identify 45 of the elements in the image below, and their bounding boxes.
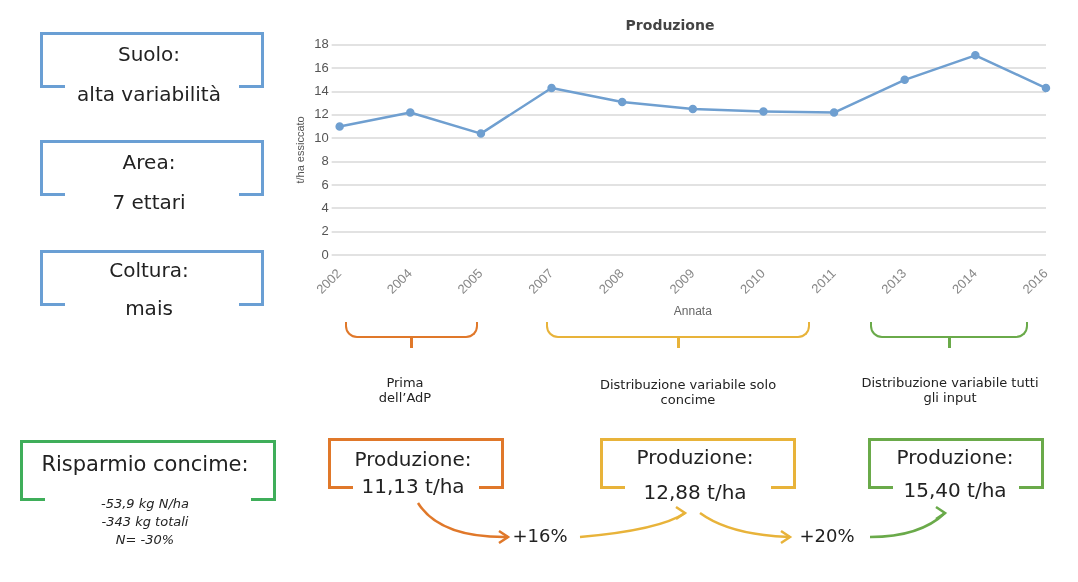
- point: [1041, 83, 1051, 93]
- text: Distribuzione variabile tutti gli input: [860, 375, 1040, 405]
- point: [829, 108, 839, 117]
- y-tick-label: 2: [321, 223, 329, 239]
- text: Produzione:: [354, 447, 472, 471]
- text: 12,88 t/ha: [643, 480, 747, 504]
- point: [900, 75, 909, 85]
- y-tick-label: 14: [314, 83, 329, 99]
- y-tick-label: 6: [321, 176, 329, 192]
- text: N= -30%: [115, 532, 175, 547]
- point: [476, 129, 486, 138]
- y-tick-label: 18: [314, 36, 329, 52]
- text: Produzione:: [636, 445, 754, 469]
- text: 11,13 t/ha: [361, 474, 465, 498]
- text: -343 kg totali: [101, 514, 189, 529]
- text: Produzione:: [896, 445, 1014, 469]
- y-tick-label: 0: [321, 246, 329, 262]
- text: Risparmio concime:: [41, 452, 249, 476]
- text: 15,40 t/ha: [903, 478, 1007, 502]
- point: [688, 104, 698, 114]
- text: Coltura:: [109, 258, 189, 282]
- y-tick-label: 10: [314, 129, 329, 145]
- point: [547, 83, 556, 93]
- y-axis-title: t/ha essiccato: [293, 116, 306, 184]
- y-tick-label: 12: [314, 106, 329, 122]
- y-tick-label: 16: [314, 59, 329, 75]
- y-tick-label: 4: [321, 199, 329, 215]
- point: [406, 108, 415, 117]
- text: Prima dell’AdP: [377, 375, 433, 405]
- y-tick-label: 8: [321, 153, 329, 169]
- point: [759, 107, 768, 116]
- text: 7 ettari: [112, 190, 186, 214]
- text: Distribuzione variabile solo concime: [598, 377, 778, 407]
- text: alta variabilità: [77, 82, 221, 106]
- text: +20%: [799, 525, 855, 546]
- text: -53,9 kg N/ha: [101, 496, 189, 511]
- x-axis-title: Annata: [673, 304, 713, 319]
- point: [971, 51, 980, 60]
- text: Area:: [122, 150, 176, 174]
- text: Suolo:: [117, 42, 181, 66]
- text: mais: [125, 296, 173, 320]
- point: [617, 97, 627, 107]
- text: +16%: [512, 525, 568, 546]
- point: [335, 122, 344, 131]
- chart-title: Produzione: [625, 17, 715, 34]
